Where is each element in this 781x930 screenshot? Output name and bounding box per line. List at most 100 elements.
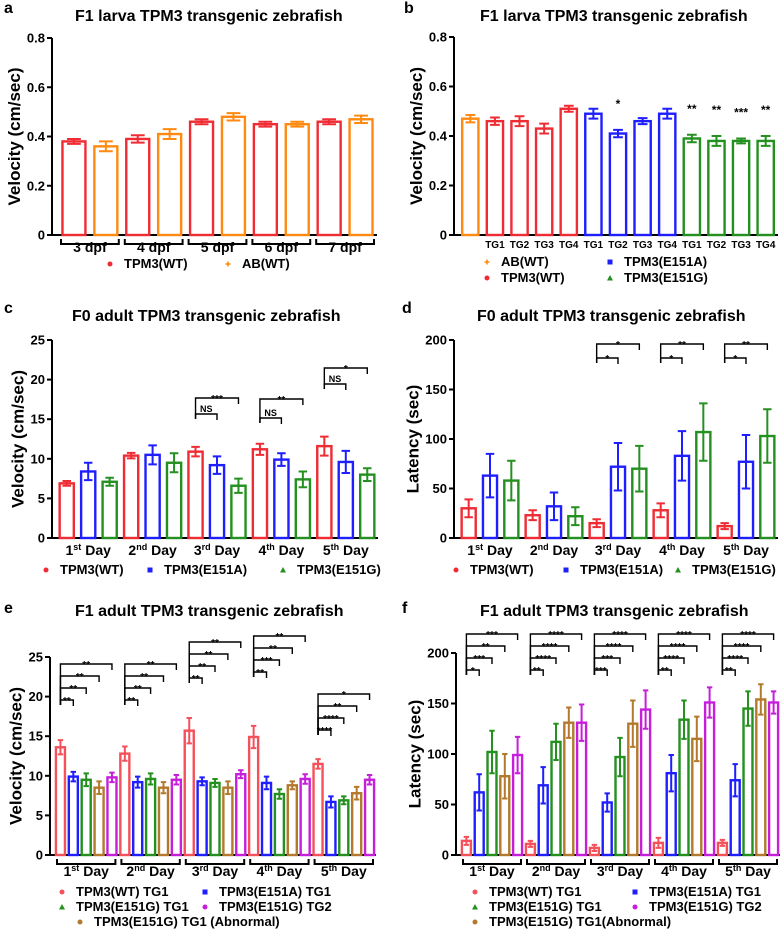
error-bar [98, 140, 113, 153]
error-bar [514, 735, 521, 775]
error-bar [637, 117, 648, 126]
panel-letter: f [402, 600, 408, 617]
significance-label: *** [261, 656, 273, 667]
legend-label: TPM3(WT) [501, 270, 565, 285]
error-bar [711, 135, 722, 147]
x-tick-label: 4th Day [256, 863, 302, 879]
panel-letter: e [4, 600, 13, 617]
y-tick-label: 0.6 [27, 80, 45, 95]
bar [93, 145, 119, 237]
x-tick-label: TG2 [510, 240, 530, 251]
error-bar [130, 134, 145, 144]
y-tick-label: 0 [442, 848, 449, 863]
y-tick-label: 0.8 [429, 30, 447, 45]
x-tick-label: 1st Day [64, 863, 110, 879]
group-bracket [313, 859, 374, 865]
significance-label: ** [482, 642, 490, 653]
x-tick-label: 5th Day [723, 542, 769, 558]
significance-label: * [616, 340, 620, 351]
chart-e: 0 5 10 15 20 25 Velocity (cm/sec) 1st Day 2nd Da… [7, 632, 376, 929]
y-tick-label: 0.6 [429, 79, 447, 94]
bar [657, 112, 677, 237]
legend-label: TPM3(WT) TG1 [489, 884, 581, 899]
bar [639, 708, 652, 857]
error-bar [578, 703, 585, 742]
y-tick-label: 0.2 [27, 178, 45, 193]
bar [633, 119, 652, 237]
error-bar [83, 461, 93, 482]
error-bar [681, 699, 687, 740]
panel-e: e F1 adult TPM3 transgenic zebrafish 0 5 1… [0, 600, 390, 930]
error-bar [250, 724, 257, 750]
bar [338, 799, 350, 857]
bar [122, 454, 140, 540]
significance-label: **** [734, 642, 750, 653]
y-tick-label: 10 [31, 451, 45, 466]
significance-label: ** [278, 395, 286, 406]
y-tick-label: 20 [29, 689, 43, 704]
error-bar [341, 449, 351, 475]
bar [125, 137, 151, 237]
significance-label: * [605, 354, 609, 365]
bar [260, 781, 273, 857]
legend-circle-marker-icon [472, 919, 478, 925]
significance-label: ** [533, 666, 541, 677]
y-tick-label: 100 [427, 747, 449, 762]
bar [559, 107, 579, 237]
legend-circle-marker-icon [107, 261, 113, 267]
error-bar [540, 766, 546, 805]
x-tick-label: TG3 [731, 240, 751, 251]
y-axis-label: Velocity (cm/sec) [5, 68, 24, 206]
legend-circle-marker-icon [484, 275, 490, 281]
significance-label: ** [147, 660, 155, 671]
error-bar [770, 690, 777, 715]
bar [144, 453, 161, 540]
significance-label: **** [740, 630, 756, 641]
legend-label: TPM3(E151G) TG2 [649, 899, 762, 914]
legend-square-marker-icon [632, 889, 638, 895]
error-bar [642, 689, 649, 730]
group-bracket [187, 239, 248, 245]
bar [608, 132, 628, 237]
bar [534, 127, 554, 237]
error-bar [277, 452, 286, 467]
bar [67, 775, 80, 857]
significance-label: * [733, 354, 737, 365]
error-bar [613, 128, 623, 139]
x-tick-label: TG1 [485, 240, 505, 251]
error-bar [613, 441, 623, 492]
error-bar [617, 736, 623, 778]
group-bracket [526, 859, 586, 865]
bar [575, 721, 588, 857]
legend-plus-marker-icon [225, 261, 231, 267]
error-bar [238, 769, 244, 780]
panel-f: f F1 adult TPM3 transgenic zebrafish 0 50… [390, 600, 781, 930]
y-tick-label: 0.2 [429, 178, 447, 193]
y-axis-label: Latency (sec) [403, 385, 422, 494]
error-bar [62, 479, 71, 487]
legend-square-marker-icon [147, 567, 153, 573]
significance-label: * [471, 666, 475, 677]
legend-label: TPM3(WT) [60, 562, 124, 577]
x-tick-label: 3rd Day [597, 863, 644, 879]
error-bar [162, 128, 177, 140]
error-bar [186, 716, 192, 745]
chart-title: F1 adult TPM3 transgenic zebrafish [75, 603, 344, 620]
error-bar [67, 137, 81, 145]
bar [348, 118, 374, 237]
x-tick-label: 6 dpf [265, 239, 299, 255]
y-tick-label: 20 [31, 372, 45, 387]
x-tick-label: 5th Day [321, 863, 367, 879]
x-tick-label: 4th Day [661, 863, 707, 879]
comparison-bracket [194, 397, 240, 419]
error-bar [366, 774, 373, 786]
significance-label: *** [595, 666, 607, 677]
error-bar [514, 115, 525, 128]
error-bar [763, 408, 772, 464]
y-tick-label: 25 [31, 333, 45, 348]
bar [220, 115, 247, 237]
bar [286, 784, 298, 857]
error-bar [760, 135, 771, 147]
bar [157, 786, 170, 857]
comparison-bracket [259, 398, 304, 423]
